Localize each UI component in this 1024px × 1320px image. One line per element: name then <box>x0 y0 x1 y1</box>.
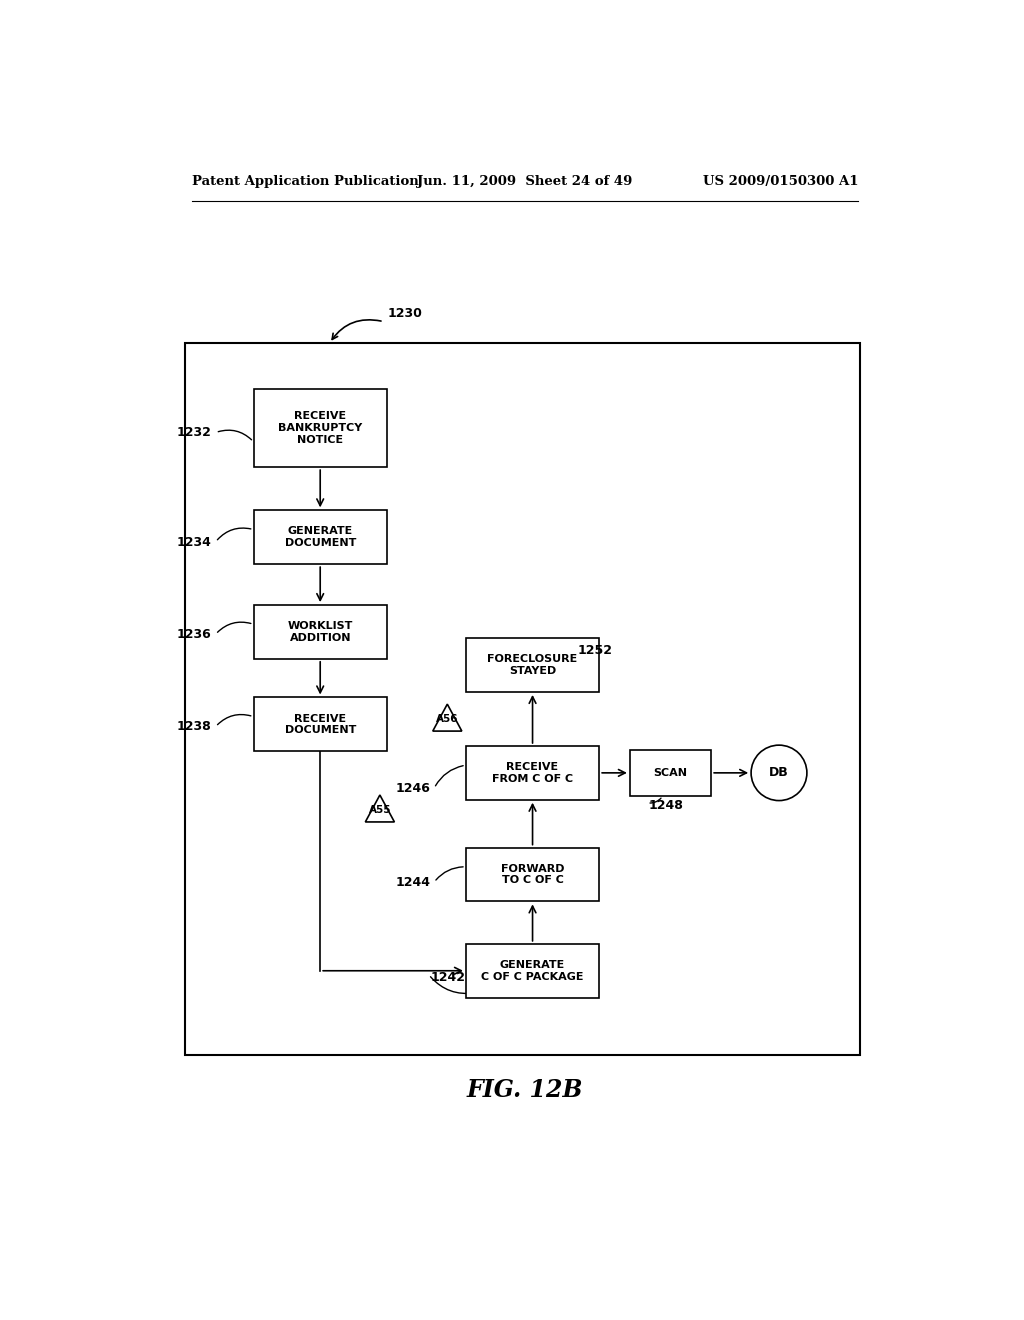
Text: 1252: 1252 <box>578 644 612 657</box>
Circle shape <box>751 744 807 800</box>
Text: FORWARD
TO C OF C: FORWARD TO C OF C <box>501 863 564 886</box>
FancyBboxPatch shape <box>466 944 599 998</box>
Text: DB: DB <box>769 767 788 779</box>
Bar <box>184 343 860 1056</box>
FancyBboxPatch shape <box>466 746 599 800</box>
FancyBboxPatch shape <box>630 750 712 796</box>
Text: 1238: 1238 <box>177 721 212 734</box>
FancyBboxPatch shape <box>254 697 387 751</box>
Text: WORKLIST
ADDITION: WORKLIST ADDITION <box>288 622 353 643</box>
FancyBboxPatch shape <box>254 388 387 467</box>
Text: RECEIVE
DOCUMENT: RECEIVE DOCUMENT <box>285 714 356 735</box>
FancyBboxPatch shape <box>466 638 599 692</box>
Text: FORECLOSURE
STAYED: FORECLOSURE STAYED <box>487 655 578 676</box>
Text: US 2009/0150300 A1: US 2009/0150300 A1 <box>702 176 858 187</box>
Text: FIG. 12B: FIG. 12B <box>467 1078 583 1102</box>
FancyBboxPatch shape <box>254 605 387 659</box>
Text: GENERATE
DOCUMENT: GENERATE DOCUMENT <box>285 527 356 548</box>
Polygon shape <box>433 704 462 731</box>
Text: 1246: 1246 <box>395 781 430 795</box>
Text: 1248: 1248 <box>649 799 684 812</box>
Text: A55: A55 <box>369 805 391 814</box>
Text: A56: A56 <box>436 714 459 723</box>
Text: 1234: 1234 <box>177 536 212 549</box>
Text: Patent Application Publication: Patent Application Publication <box>191 176 418 187</box>
FancyBboxPatch shape <box>254 511 387 564</box>
FancyBboxPatch shape <box>466 847 599 902</box>
Text: 1232: 1232 <box>177 426 212 440</box>
Text: 1236: 1236 <box>177 628 212 642</box>
Text: GENERATE
C OF C PACKAGE: GENERATE C OF C PACKAGE <box>481 960 584 982</box>
Text: 1242: 1242 <box>430 970 465 983</box>
Text: RECEIVE
BANKRUPTCY
NOTICE: RECEIVE BANKRUPTCY NOTICE <box>279 412 362 445</box>
Text: RECEIVE
FROM C OF C: RECEIVE FROM C OF C <box>492 762 573 784</box>
Text: 1244: 1244 <box>395 876 430 890</box>
Text: SCAN: SCAN <box>653 768 687 777</box>
Text: Jun. 11, 2009  Sheet 24 of 49: Jun. 11, 2009 Sheet 24 of 49 <box>417 176 633 187</box>
Text: 1230: 1230 <box>388 308 423 321</box>
Polygon shape <box>366 795 394 822</box>
